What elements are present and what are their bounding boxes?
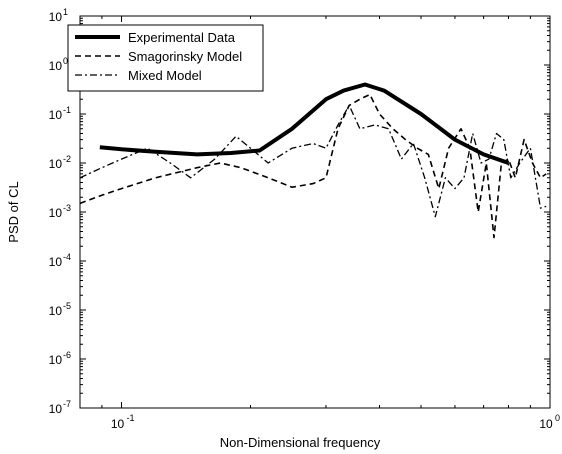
y-tick-label: 10	[49, 353, 63, 367]
y-tick-exponent: 0	[63, 56, 68, 66]
legend-label-mixed: Mixed Model	[128, 68, 202, 83]
series-line-2	[79, 104, 547, 218]
y-tick-label: 10	[49, 304, 63, 318]
y-tick-exponent: -3	[63, 203, 71, 213]
y-tick-label: 10	[49, 255, 63, 269]
y-tick-exponent: -4	[63, 252, 71, 262]
y-tick-label: 10	[49, 402, 63, 416]
x-tick-exponent: 0	[555, 413, 560, 423]
y-tick-label: 10	[49, 108, 63, 122]
x-axis-label: Non-Dimensional frequency	[220, 435, 381, 450]
y-tick-label: 10	[49, 206, 63, 220]
y-tick-exponent: -6	[63, 350, 71, 360]
x-tick-label: 10	[539, 417, 553, 431]
y-tick-label: 10	[49, 59, 63, 73]
y-tick-label: 10	[49, 157, 63, 171]
legend-label-experimental: Experimental Data	[128, 30, 236, 45]
x-tick-exponent: -1	[127, 413, 135, 423]
y-tick-exponent: 1	[63, 7, 68, 17]
y-tick-exponent: -7	[63, 399, 71, 409]
series-group	[79, 82, 547, 239]
y-tick-exponent: -5	[63, 301, 71, 311]
legend: Experimental Data Smagorinsky Model Mixe…	[67, 24, 264, 92]
y-tick-exponent: -1	[63, 105, 71, 115]
series-line-0	[99, 82, 510, 165]
y-axis-label: PSD of CL	[6, 181, 21, 242]
x-tick-label: 10	[111, 417, 125, 431]
series-line-1	[79, 93, 547, 239]
y-tick-exponent: -2	[63, 154, 71, 164]
tick-group: 10 110 010 -110 -210 -310 -410 -510 -610 -710 -1 10…	[49, 7, 560, 431]
legend-label-smagorinsky: Smagorinsky Model	[128, 49, 242, 64]
y-tick-label: 10	[49, 10, 63, 24]
